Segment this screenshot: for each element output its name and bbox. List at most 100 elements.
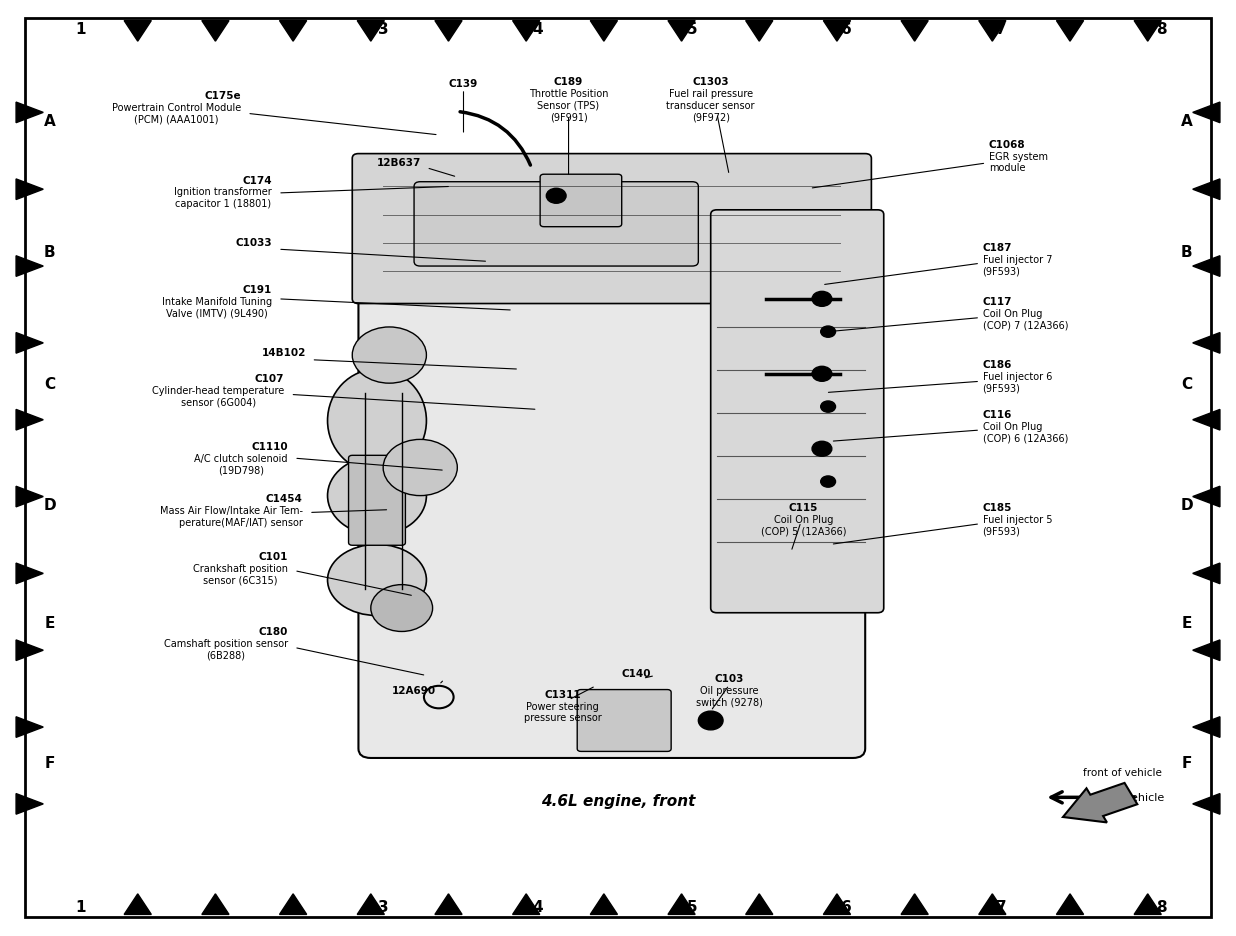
Polygon shape [16, 640, 43, 661]
Polygon shape [435, 894, 462, 914]
Polygon shape [901, 22, 928, 42]
FancyBboxPatch shape [349, 456, 405, 546]
Text: Mass Air Flow/Intake Air Tem-
perature(MAF/IAT) sensor: Mass Air Flow/Intake Air Tem- perature(M… [159, 505, 303, 527]
Polygon shape [16, 717, 43, 738]
Polygon shape [124, 894, 151, 914]
Polygon shape [979, 22, 1006, 42]
FancyBboxPatch shape [358, 178, 865, 758]
Text: 1: 1 [75, 899, 85, 914]
Polygon shape [16, 410, 43, 431]
Text: Ignition transformer
capacitor 1 (18801): Ignition transformer capacitor 1 (18801) [174, 187, 272, 209]
Circle shape [821, 327, 836, 338]
Text: 6: 6 [842, 899, 852, 914]
Text: B: B [1180, 245, 1193, 260]
Polygon shape [667, 22, 695, 42]
Circle shape [821, 476, 836, 488]
Circle shape [821, 402, 836, 413]
Ellipse shape [328, 370, 426, 473]
Polygon shape [1193, 563, 1220, 584]
Text: Cylinder-head temperature
sensor (6G004): Cylinder-head temperature sensor (6G004) [152, 386, 284, 407]
Text: Crankshaft position
sensor (6C315): Crankshaft position sensor (6C315) [193, 563, 288, 585]
Text: A: A [1180, 114, 1193, 129]
Ellipse shape [383, 440, 457, 496]
Text: C1454: C1454 [266, 493, 303, 504]
Text: C140: C140 [622, 668, 651, 679]
Text: C174: C174 [242, 175, 272, 185]
Text: Intake Manifold Tuning
Valve (IMTV) (9L490): Intake Manifold Tuning Valve (IMTV) (9L4… [162, 297, 272, 318]
Text: C175e: C175e [204, 91, 241, 101]
Text: C191: C191 [242, 285, 272, 295]
FancyBboxPatch shape [540, 175, 622, 227]
Polygon shape [16, 103, 43, 124]
Text: 6: 6 [842, 22, 852, 37]
Polygon shape [979, 894, 1006, 914]
Text: C1311: C1311 [544, 689, 581, 699]
Text: Fuel injector 7
(9F593): Fuel injector 7 (9F593) [983, 255, 1052, 276]
Polygon shape [16, 563, 43, 584]
Polygon shape [1193, 256, 1220, 277]
Text: EGR system
module: EGR system module [989, 152, 1048, 173]
Text: C1110: C1110 [251, 441, 288, 451]
Polygon shape [1135, 894, 1162, 914]
Text: Coil On Plug
(COP) 6 (12A366): Coil On Plug (COP) 6 (12A366) [983, 421, 1068, 443]
FancyBboxPatch shape [711, 211, 884, 613]
Polygon shape [1193, 717, 1220, 738]
Text: front of vehicle: front of vehicle [1083, 767, 1162, 777]
Text: B: B [43, 245, 56, 260]
Polygon shape [435, 22, 462, 42]
Polygon shape [1193, 103, 1220, 124]
Text: 5: 5 [687, 22, 697, 37]
Polygon shape [1193, 333, 1220, 354]
Text: Fuel injector 6
(9F593): Fuel injector 6 (9F593) [983, 372, 1052, 393]
Polygon shape [16, 180, 43, 200]
FancyBboxPatch shape [352, 154, 871, 304]
Polygon shape [1193, 487, 1220, 507]
Text: C189: C189 [554, 77, 583, 87]
Text: C107: C107 [255, 373, 284, 384]
Text: Fuel injector 5
(9F593): Fuel injector 5 (9F593) [983, 515, 1052, 536]
Polygon shape [357, 22, 384, 42]
Polygon shape [201, 22, 229, 42]
Polygon shape [16, 333, 43, 354]
Polygon shape [901, 894, 928, 914]
Circle shape [812, 442, 832, 457]
FancyArrow shape [1063, 783, 1137, 823]
Text: C: C [43, 376, 56, 391]
Polygon shape [823, 22, 850, 42]
FancyBboxPatch shape [577, 690, 671, 752]
Text: Powertrain Control Module
(PCM) (AAA1001): Powertrain Control Module (PCM) (AAA1001… [111, 103, 241, 124]
Polygon shape [745, 22, 772, 42]
Text: C: C [1180, 376, 1193, 391]
Text: C185: C185 [983, 503, 1012, 513]
Polygon shape [16, 256, 43, 277]
Text: E: E [1182, 615, 1192, 630]
Polygon shape [357, 894, 384, 914]
Polygon shape [667, 894, 695, 914]
Polygon shape [745, 894, 772, 914]
Text: Oil pressure
switch (9278): Oil pressure switch (9278) [696, 685, 763, 707]
Text: 4.6L engine, front: 4.6L engine, front [541, 793, 695, 808]
Text: 1: 1 [75, 22, 85, 37]
Polygon shape [591, 894, 618, 914]
Polygon shape [591, 22, 618, 42]
Text: C115: C115 [789, 503, 818, 513]
Polygon shape [513, 22, 540, 42]
Text: 4: 4 [533, 899, 543, 914]
Circle shape [812, 367, 832, 382]
Text: Coil On Plug
(COP) 5 (12A366): Coil On Plug (COP) 5 (12A366) [760, 515, 847, 536]
Text: 14B102: 14B102 [262, 347, 307, 358]
Text: A/C clutch solenoid
(19D798): A/C clutch solenoid (19D798) [194, 453, 288, 475]
Polygon shape [279, 894, 307, 914]
Text: 2: 2 [211, 22, 221, 37]
Text: 5: 5 [687, 899, 697, 914]
Text: C1303: C1303 [692, 77, 729, 87]
Circle shape [698, 711, 723, 730]
Polygon shape [124, 22, 151, 42]
Circle shape [812, 292, 832, 307]
Text: C180: C180 [258, 626, 288, 636]
Polygon shape [16, 487, 43, 507]
Text: 3: 3 [378, 22, 388, 37]
Text: C1033: C1033 [235, 238, 272, 248]
Text: C139: C139 [449, 79, 478, 89]
Text: C101: C101 [258, 551, 288, 562]
